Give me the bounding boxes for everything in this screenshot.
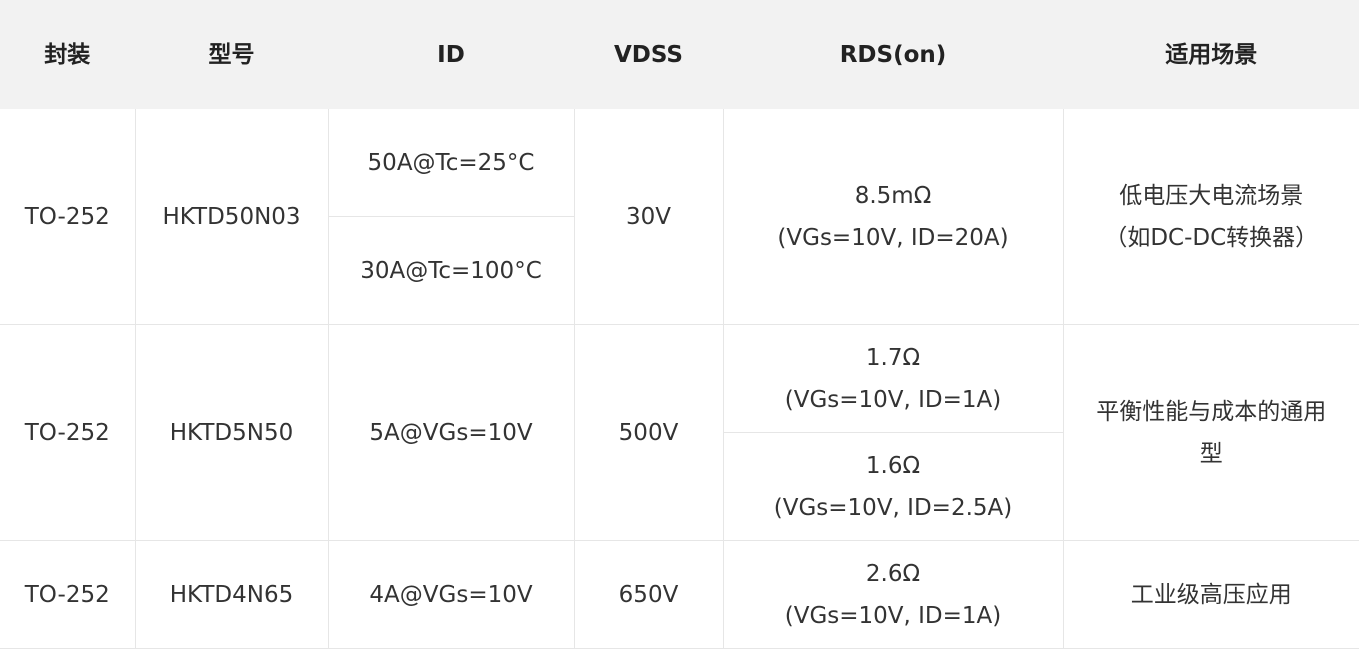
package: TO-252 (0, 324, 136, 541)
model: HKTD4N65 (134, 540, 329, 649)
rds: 2.6Ω (VGs=10V, ID=1A) (722, 540, 1064, 649)
use-line: （如DC-DC转换器） (1104, 224, 1319, 251)
vdss: 30V (573, 108, 724, 325)
rds-condition: (VGs=10V, ID=1A) (784, 602, 1002, 629)
use-line: 型 (1199, 440, 1223, 467)
use: 低电压大电流场景 （如DC-DC转换器） (1062, 108, 1359, 325)
rds-value: 2.6Ω (865, 560, 921, 587)
model: HKTD50N03 (134, 108, 329, 325)
vdss: 650V (573, 540, 724, 649)
use-line: 工业级高压应用 (1130, 581, 1292, 608)
id: 5A@VGs=10V (327, 324, 575, 541)
header-cell: 适用场景 (1062, 0, 1359, 109)
header-cell: VDSS (573, 0, 724, 109)
rds-condition: (VGs=10V, ID=20A) (777, 224, 1009, 251)
use: 平衡性能与成本的通用型 (1062, 324, 1359, 541)
id: 4A@VGs=10V (327, 540, 575, 649)
rds-value: 1.7Ω (865, 344, 921, 371)
header-cell: ID (327, 0, 575, 109)
rds-value: 1.6Ω (865, 452, 921, 479)
rds-value: 8.5mΩ (854, 182, 932, 209)
rds: 1.7Ω (VGs=10V, ID=1A) (722, 324, 1064, 433)
id: 50A@Tc=25°C (327, 108, 575, 217)
header-cell: 封装 (0, 0, 136, 109)
header-cell: RDS(on) (722, 0, 1064, 109)
package: TO-252 (0, 108, 136, 325)
rds-condition: (VGs=10V, ID=2.5A) (773, 494, 1013, 521)
use-line: 平衡性能与成本的通用 (1096, 398, 1327, 425)
use-line: 低电压大电流场景 (1119, 182, 1304, 209)
rds: 1.6Ω (VGs=10V, ID=2.5A) (723, 432, 1063, 541)
vdss: 500V (573, 324, 724, 541)
package: TO-252 (0, 540, 136, 649)
rds: 8.5mΩ (VGs=10V, ID=20A) (722, 108, 1064, 325)
id: 30A@Tc=100°C (328, 216, 574, 325)
rds-condition: (VGs=10V, ID=1A) (784, 386, 1002, 413)
header-row: 封装 型号 ID VDSS RDS(on) 适用场景 (0, 0, 1359, 109)
model: HKTD5N50 (134, 324, 329, 541)
use: 工业级高压应用 (1062, 540, 1359, 649)
header-cell: 型号 (134, 0, 329, 109)
